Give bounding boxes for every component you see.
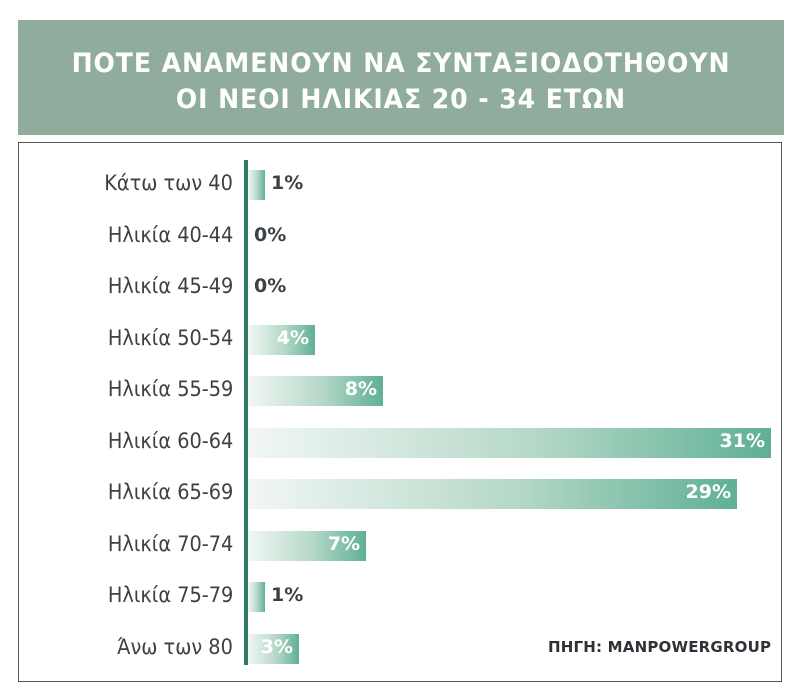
category-label: Ηλικία 50-54 xyxy=(107,325,233,350)
bar xyxy=(248,582,265,612)
category-label: Ηλικία 55-59 xyxy=(107,377,233,401)
category-label: Κάτω των 40 xyxy=(104,171,233,195)
value-label: 4% xyxy=(276,326,309,349)
y-axis-line xyxy=(244,160,248,665)
category-label: Ηλικία 60-64 xyxy=(107,428,233,453)
category-label: Ηλικία 40-44 xyxy=(107,222,233,247)
value-label: 8% xyxy=(344,378,377,400)
value-label: 29% xyxy=(685,481,731,503)
bar xyxy=(248,376,383,406)
value-label: 1% xyxy=(271,584,304,606)
bar xyxy=(248,324,315,355)
bar xyxy=(248,530,366,561)
chart-title-line-2: ΟΙ ΝΕΟΙ ΗΛΙΚΙΑΣ 20 - 34 ΕΤΩΝ xyxy=(175,84,627,115)
bar xyxy=(248,633,299,664)
chart-title-line-1: ΠΟΤΕ ΑΝΑΜΕΝΟΥΝ ΝΑ ΣΥΝΤΑΞΙΟΔΟΤΗΘΟΥΝ xyxy=(71,48,731,79)
category-label: Ηλικία 45-49 xyxy=(107,274,233,298)
value-label: 3% xyxy=(260,635,293,658)
bar xyxy=(248,427,771,458)
value-label: 7% xyxy=(327,532,360,555)
chart-panel xyxy=(18,142,782,682)
category-label: Άνω των 80 xyxy=(117,634,233,659)
value-label: 0% xyxy=(254,223,287,246)
category-label: Ηλικία 65-69 xyxy=(107,480,233,504)
chart-header: ΠΟΤΕ ΑΝΑΜΕΝΟΥΝ ΝΑ ΣΥΝΤΑΞΙΟΔΟΤΗΘΟΥΝ ΟΙ ΝΕ… xyxy=(18,20,784,135)
value-label: 0% xyxy=(254,275,287,297)
category-label: Ηλικία 75-79 xyxy=(107,583,233,607)
value-label: 31% xyxy=(719,429,765,452)
bar xyxy=(248,170,265,200)
value-label: 1% xyxy=(271,172,304,194)
source-note: ΠΗΓΗ: MANPOWERGROUP xyxy=(548,638,772,656)
category-label: Ηλικία 70-74 xyxy=(107,531,233,556)
bar xyxy=(248,479,737,509)
